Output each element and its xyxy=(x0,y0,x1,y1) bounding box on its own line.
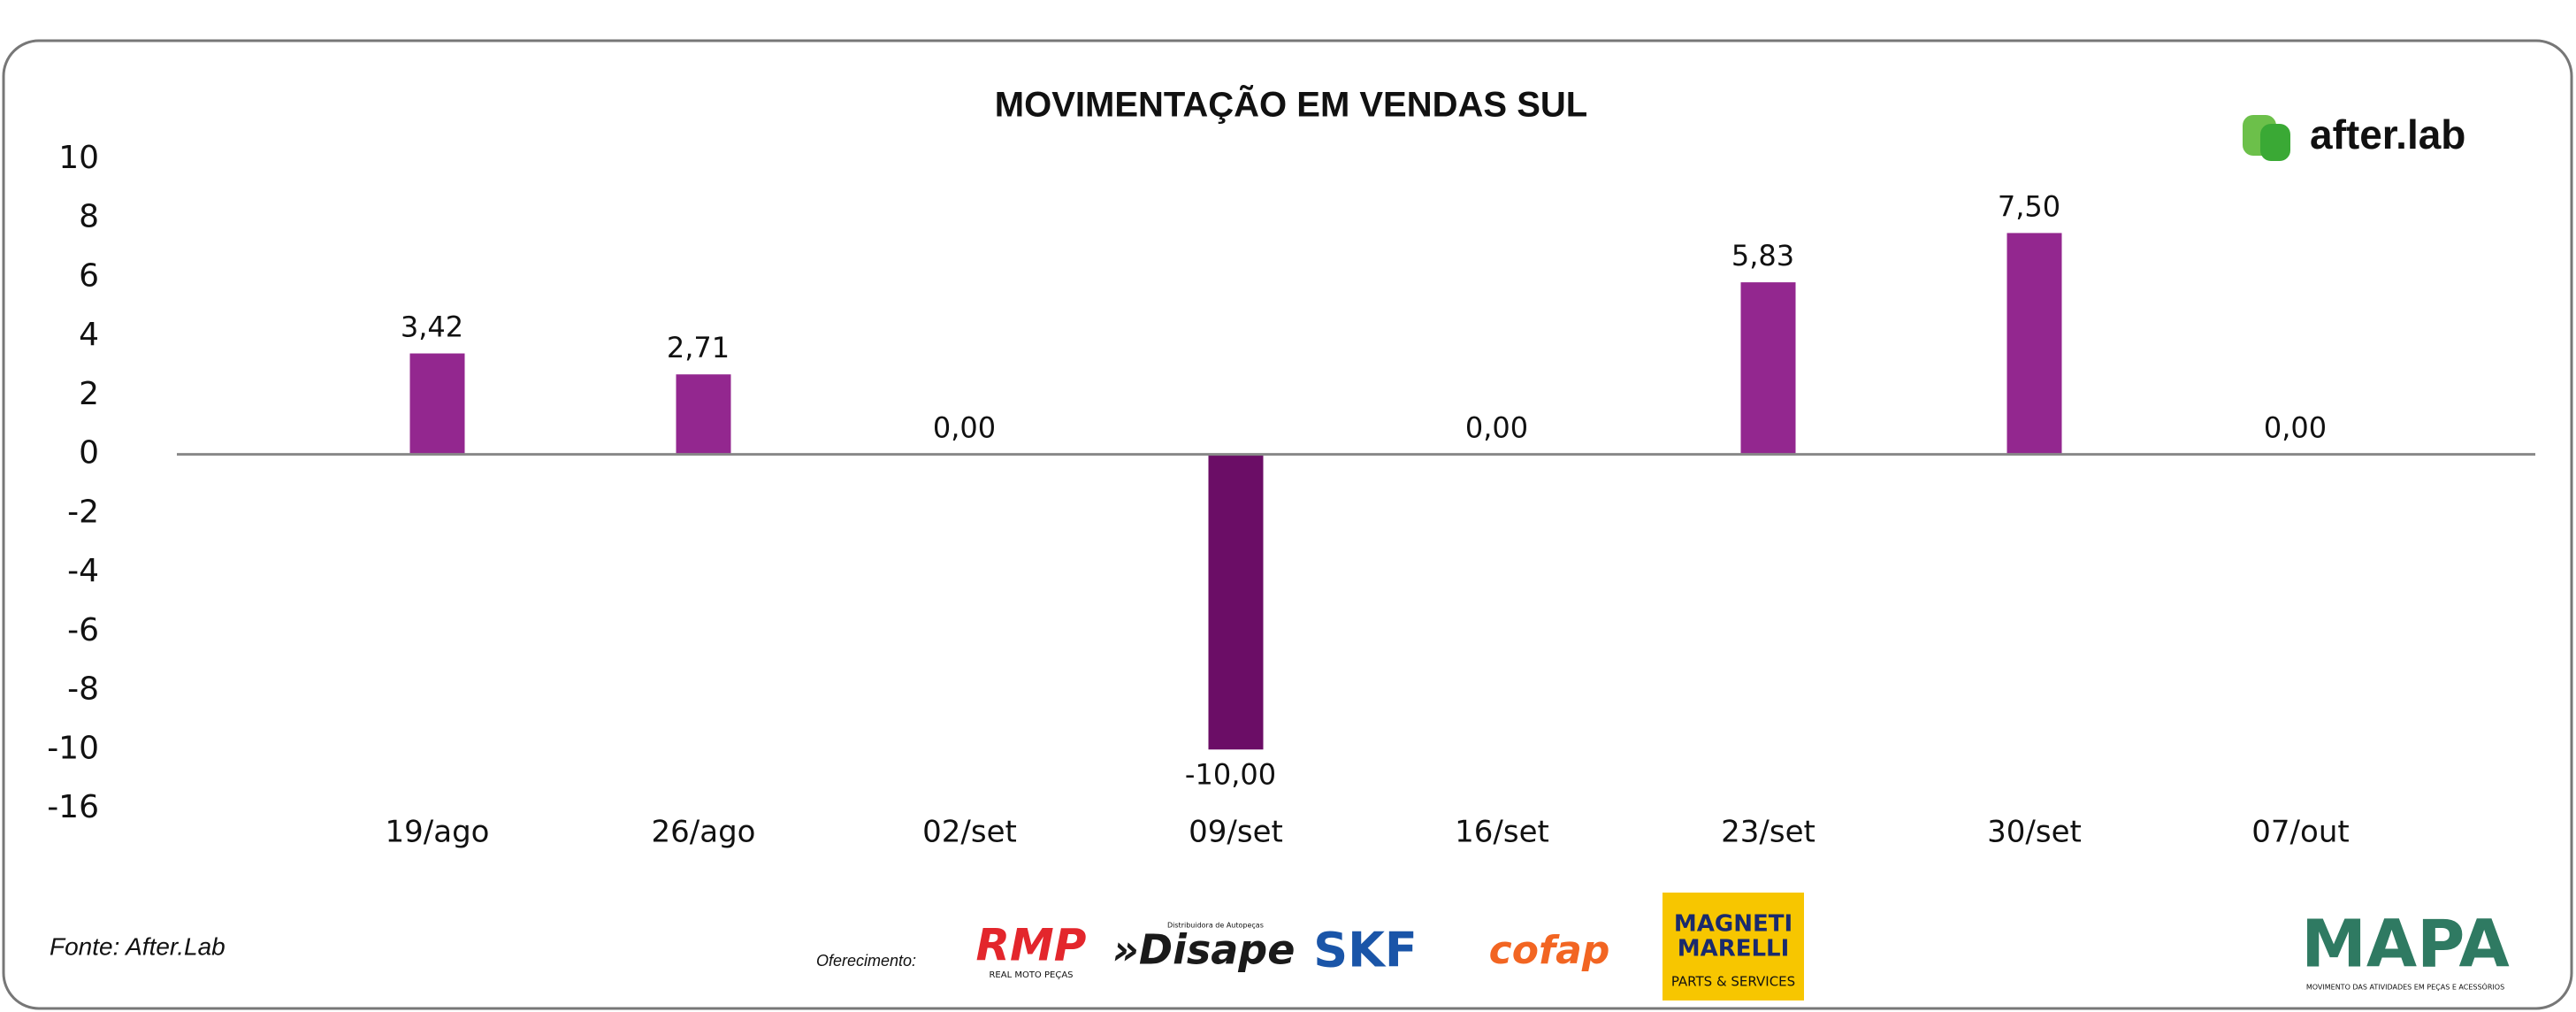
mapa-logo: MAPA xyxy=(2301,907,2510,983)
sponsor-skf: SKF xyxy=(1313,923,1418,978)
value-label: 3,42 xyxy=(401,310,463,344)
y-tick-label: -2 xyxy=(67,494,99,530)
y-tick-label: -6 xyxy=(67,612,99,648)
brand-name: after.lab xyxy=(2310,111,2465,157)
bar xyxy=(1740,282,1796,455)
value-label: 0,00 xyxy=(1465,411,1528,445)
brand-logo: after.lab xyxy=(2243,111,2465,161)
x-tick-label: 02/set xyxy=(922,815,1017,850)
bar xyxy=(1208,454,1264,750)
mapa-sub: MOVIMENTO DAS ATIVIDADES EM PEÇAS E ACES… xyxy=(2306,982,2504,992)
sponsor-cofap: cofap xyxy=(1489,928,1610,973)
sponsor-magneti-sub: PARTS & SERVICES xyxy=(1671,974,1795,990)
y-tick-label: 0 xyxy=(79,435,99,472)
x-tick-label: 16/set xyxy=(1455,815,1549,850)
sponsor-magneti-box xyxy=(1663,893,1804,1000)
sponsor-disape-sub: Distribuidora de Autopeças xyxy=(1167,922,1264,930)
y-tick-label: 10 xyxy=(58,140,99,176)
sponsor-rmp: RMP xyxy=(976,920,1087,971)
logo-icon xyxy=(2260,124,2290,161)
sponsor-magneti: MAGNETI xyxy=(1674,911,1792,938)
x-tick-label: 23/set xyxy=(1721,815,1815,850)
y-tick-label: -16 xyxy=(47,789,99,825)
bar xyxy=(2007,233,2062,455)
sponsor-rmp-sub: REAL MOTO PEÇAS xyxy=(989,970,1073,980)
sponsor-magneti: MARELLI xyxy=(1678,936,1790,962)
x-tick-label: 19/ago xyxy=(386,815,490,850)
sponsor-disape: »Disape xyxy=(1112,926,1295,974)
x-tick-label: 30/set xyxy=(1987,815,2082,850)
x-tick-label: 09/set xyxy=(1189,815,1283,850)
value-label: 0,00 xyxy=(933,411,996,445)
value-label: 2,71 xyxy=(667,331,730,364)
bar xyxy=(676,374,731,455)
y-tick-label: -8 xyxy=(67,671,99,708)
card xyxy=(2,39,2573,1010)
value-label: 5,83 xyxy=(1731,239,1794,272)
y-tick-label: 4 xyxy=(79,317,99,353)
y-tick-label: -10 xyxy=(47,730,99,766)
value-label: -10,00 xyxy=(1185,757,1276,791)
y-tick-label: -4 xyxy=(67,553,99,589)
value-label: 0,00 xyxy=(2264,411,2327,445)
y-tick-label: 2 xyxy=(79,376,99,412)
chart-title: MOVIMENTAÇÃO EM VENDAS SUL xyxy=(995,84,1587,125)
bar xyxy=(409,353,465,455)
y-tick-label: 8 xyxy=(79,199,99,235)
sponsor-label: Oferecimento: xyxy=(816,952,916,970)
x-tick-label: 26/ago xyxy=(652,815,756,850)
y-tick-label: 6 xyxy=(79,257,99,294)
source: Fonte: After.Lab xyxy=(50,932,225,960)
value-label: 7,50 xyxy=(1998,189,2060,223)
x-tick-label: 07/out xyxy=(2251,815,2349,850)
